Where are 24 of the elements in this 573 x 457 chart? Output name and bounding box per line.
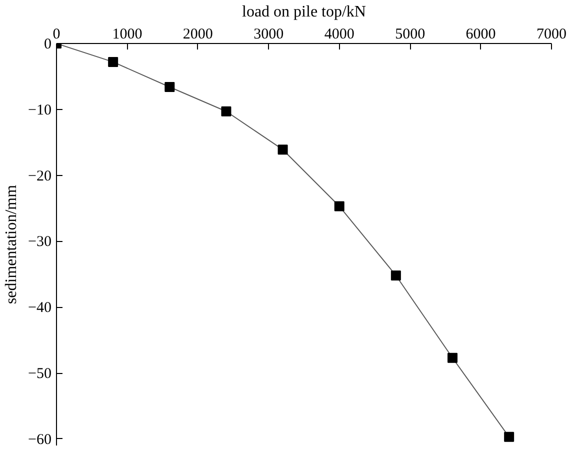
x-tick-label: 7000 [536,26,566,42]
y-tick-label: 0 [44,36,52,52]
y-tick-label: −10 [28,102,52,118]
y-tick-label: −40 [28,300,52,316]
x-tick-label: 3000 [254,26,284,42]
point [108,56,118,67]
y-tick-label: −30 [28,234,52,250]
x-tick-label: 4000 [324,26,354,42]
point [164,82,175,92]
y-tick-label: −60 [28,432,52,448]
point [221,106,232,116]
x-tick-label: 6000 [466,26,496,42]
point [334,201,344,212]
point [448,352,458,363]
x-tick-label: 2000 [182,26,213,42]
y-tick-label: −20 [28,168,52,184]
x-axis-title: load on pile top/kN [242,4,366,20]
point [390,270,401,280]
x-tick-label: 1000 [112,26,142,42]
point [278,144,288,155]
x-tick-label: 5000 [395,26,426,42]
y-tick-label: −50 [28,366,52,382]
point [504,432,514,442]
y-axis-title: sedimentation/mm [3,184,20,304]
